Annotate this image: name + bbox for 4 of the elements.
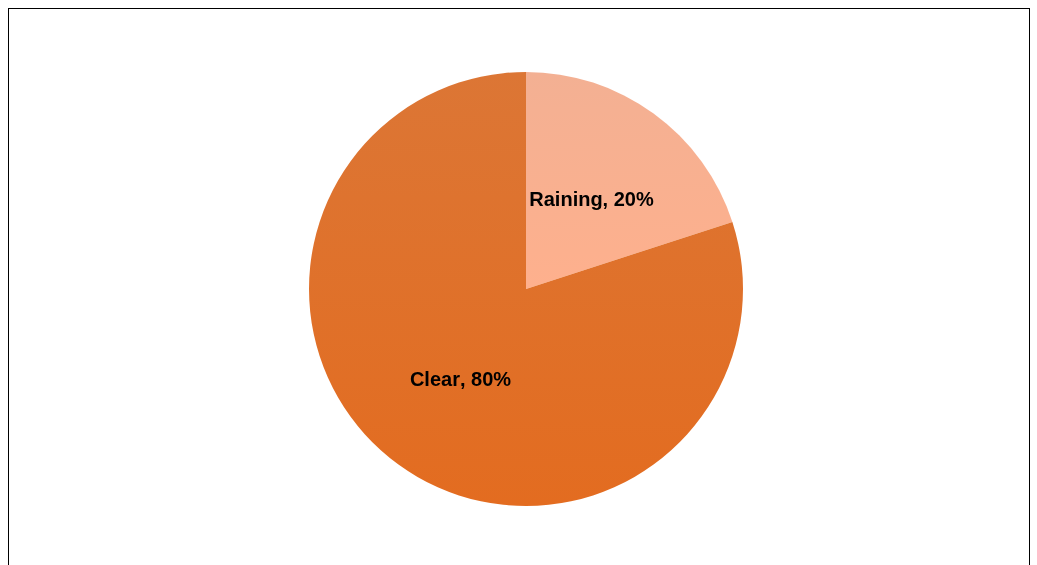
data-label: , 80% (459, 368, 512, 391)
data-label: , 20% (602, 187, 654, 210)
slice-label: Raining (529, 187, 603, 210)
slice-label: Clear (409, 368, 461, 391)
